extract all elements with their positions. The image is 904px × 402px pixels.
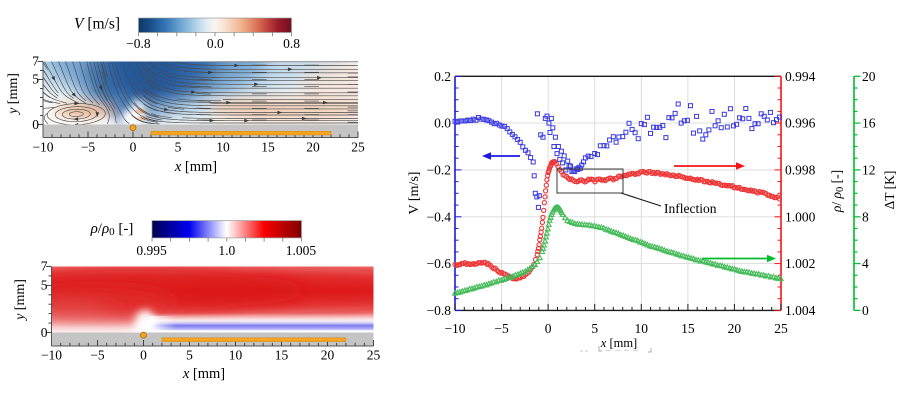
svg-text:−5: −5: [90, 348, 105, 363]
svg-text:7: 7: [32, 54, 39, 69]
svg-text:−0.8: −0.8: [126, 36, 151, 51]
svg-text:x [mm]: x [mm]: [182, 366, 225, 382]
svg-text:7: 7: [41, 259, 48, 274]
svg-text:0: 0: [32, 117, 39, 132]
svg-text:ΔT [K]: ΔT [K]: [882, 171, 897, 210]
svg-text:15: 15: [275, 348, 289, 363]
svg-text:20: 20: [306, 140, 320, 155]
svg-text:5: 5: [41, 278, 48, 293]
svg-text:0.2: 0.2: [434, 69, 451, 84]
svg-text:0.0: 0.0: [434, 116, 451, 131]
svg-text:y [mm]: y [mm]: [6, 73, 21, 116]
svg-text:5: 5: [186, 348, 193, 363]
svg-text:1.000: 1.000: [785, 209, 816, 224]
svg-text:20: 20: [321, 348, 335, 363]
svg-text:0.996: 0.996: [785, 116, 816, 131]
svg-text:ρ/ρ0 [-]: ρ/ρ0 [-]: [90, 221, 134, 238]
svg-text:25: 25: [367, 348, 381, 363]
svg-text:15: 15: [681, 321, 695, 336]
svg-text:x [mm]: x [mm]: [600, 336, 637, 350]
svg-text:0: 0: [41, 325, 48, 340]
svg-text:0: 0: [545, 321, 552, 336]
svg-text:0.998: 0.998: [785, 163, 816, 178]
svg-text:1.002: 1.002: [785, 256, 815, 271]
svg-text:10: 10: [216, 140, 230, 155]
svg-text:5: 5: [32, 72, 39, 87]
svg-text:−5: −5: [81, 140, 96, 155]
svg-text:0.0: 0.0: [207, 36, 224, 51]
svg-text:10: 10: [635, 321, 649, 336]
svg-text:0: 0: [130, 140, 137, 155]
svg-text:10: 10: [229, 348, 243, 363]
svg-text:−10: −10: [32, 140, 53, 155]
svg-text:y [mm]: y [mm]: [13, 279, 28, 322]
svg-text:0: 0: [140, 348, 147, 363]
svg-text:0.994: 0.994: [785, 69, 816, 84]
svg-text:−5: −5: [494, 321, 509, 336]
svg-text:15: 15: [261, 140, 275, 155]
svg-text:8: 8: [862, 209, 869, 224]
svg-text:Inflection: Inflection: [664, 201, 717, 216]
svg-text:−0.8: −0.8: [427, 303, 452, 318]
svg-text:V [m/s]: V [m/s]: [74, 16, 120, 33]
svg-text:0.8: 0.8: [283, 36, 300, 51]
svg-text:25: 25: [351, 140, 365, 155]
svg-text:1.0: 1.0: [218, 243, 235, 258]
svg-text:ρ/ ρ0 [-]: ρ/ ρ0 [-]: [829, 170, 846, 213]
svg-text:−0.4: −0.4: [427, 209, 452, 224]
svg-text:−0.6: −0.6: [427, 256, 452, 271]
svg-text:1.005: 1.005: [286, 243, 317, 258]
svg-text:25: 25: [774, 321, 788, 336]
svg-text:1.004: 1.004: [785, 303, 816, 318]
svg-text:12: 12: [862, 163, 876, 178]
svg-text:20: 20: [862, 69, 876, 84]
svg-text:0: 0: [862, 303, 869, 318]
svg-text:20: 20: [728, 321, 742, 336]
svg-text:−10: −10: [444, 321, 465, 336]
svg-text:−10: −10: [41, 348, 62, 363]
svg-text:V [m/s]: V [m/s]: [407, 172, 422, 215]
svg-text:x [mm]: x [mm]: [174, 159, 217, 175]
svg-text:−0.2: −0.2: [427, 163, 452, 178]
svg-text:5: 5: [591, 321, 598, 336]
svg-text:16: 16: [862, 116, 876, 131]
svg-text:4: 4: [862, 256, 869, 271]
svg-text:0.995: 0.995: [136, 243, 167, 258]
svg-text:5: 5: [175, 140, 182, 155]
